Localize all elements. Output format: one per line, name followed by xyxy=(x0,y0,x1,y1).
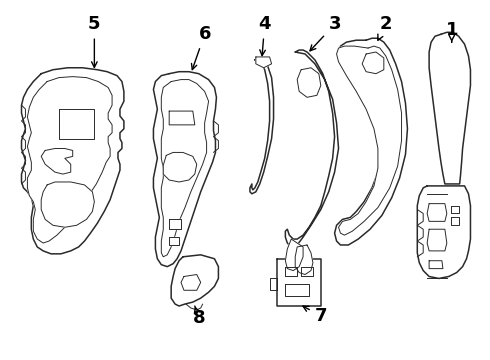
Text: 7: 7 xyxy=(303,306,327,325)
Polygon shape xyxy=(270,278,277,290)
Text: 1: 1 xyxy=(445,21,458,42)
Polygon shape xyxy=(427,204,447,221)
Text: 2: 2 xyxy=(378,15,392,40)
Polygon shape xyxy=(427,229,447,251)
Polygon shape xyxy=(295,245,313,275)
Polygon shape xyxy=(277,259,321,306)
Polygon shape xyxy=(181,275,201,290)
Polygon shape xyxy=(337,46,401,235)
Polygon shape xyxy=(161,80,209,257)
Polygon shape xyxy=(169,111,195,125)
Polygon shape xyxy=(285,239,303,271)
Polygon shape xyxy=(451,206,459,213)
Polygon shape xyxy=(297,68,321,97)
Text: 4: 4 xyxy=(258,15,271,55)
Polygon shape xyxy=(301,267,313,276)
Polygon shape xyxy=(285,50,339,247)
Polygon shape xyxy=(27,77,112,243)
Text: 8: 8 xyxy=(193,306,205,327)
Polygon shape xyxy=(335,38,408,245)
Polygon shape xyxy=(171,255,219,306)
Polygon shape xyxy=(451,217,459,225)
Text: 5: 5 xyxy=(88,15,100,67)
Polygon shape xyxy=(41,148,73,174)
Polygon shape xyxy=(169,237,179,245)
Polygon shape xyxy=(285,284,309,296)
Polygon shape xyxy=(153,72,217,267)
Polygon shape xyxy=(250,58,273,194)
Polygon shape xyxy=(22,68,124,254)
Polygon shape xyxy=(417,186,470,278)
Polygon shape xyxy=(256,57,271,68)
Polygon shape xyxy=(362,52,384,74)
Text: 3: 3 xyxy=(310,15,341,51)
Polygon shape xyxy=(285,267,297,276)
Polygon shape xyxy=(59,109,95,139)
Polygon shape xyxy=(41,182,95,227)
Polygon shape xyxy=(429,32,470,184)
Polygon shape xyxy=(169,219,181,229)
Text: 6: 6 xyxy=(192,25,211,69)
Polygon shape xyxy=(429,261,443,269)
Polygon shape xyxy=(163,152,197,182)
